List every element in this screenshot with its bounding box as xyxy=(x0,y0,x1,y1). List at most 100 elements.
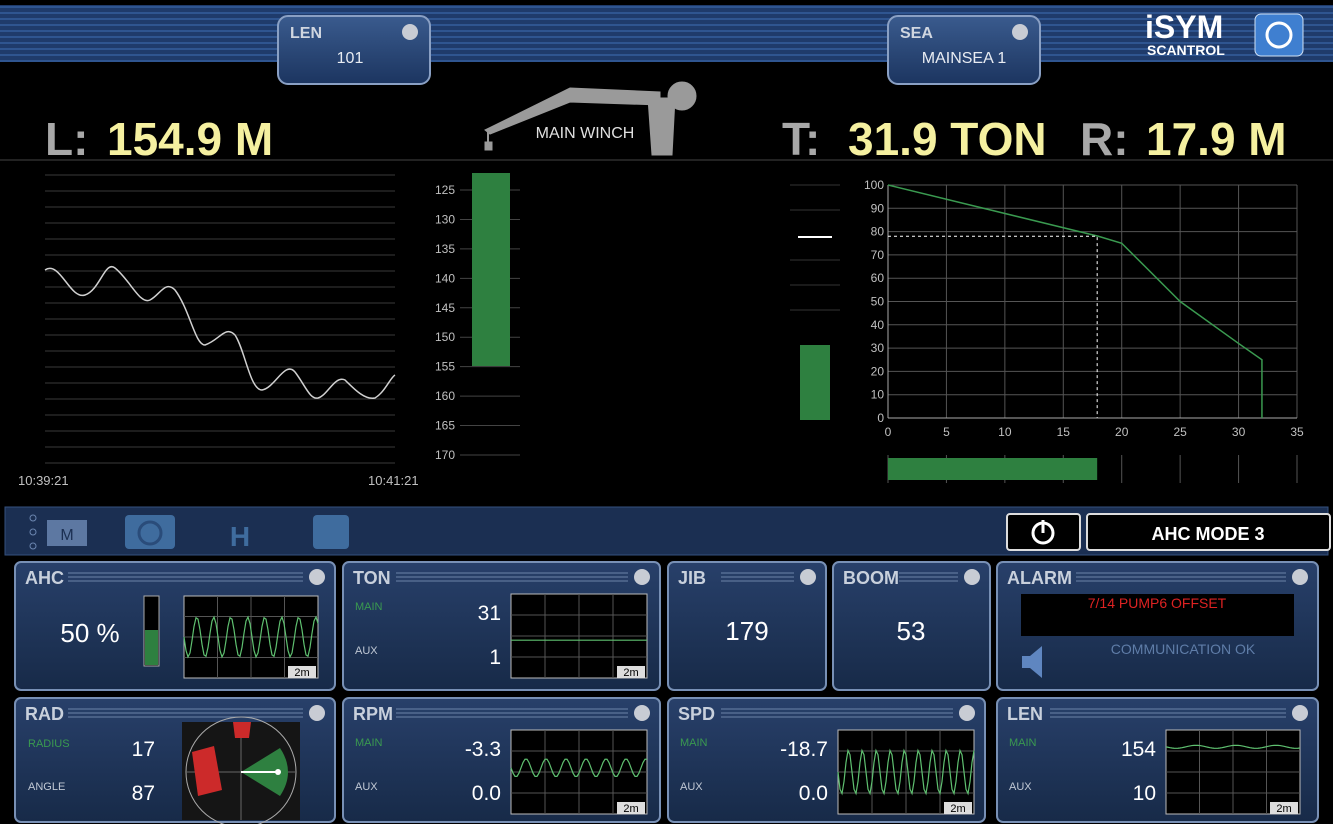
camera-lens xyxy=(137,520,163,546)
panel-title: SPD xyxy=(678,704,715,724)
dropdown-icon[interactable] xyxy=(1012,24,1028,40)
mode-button[interactable] xyxy=(47,520,87,546)
y-tick-label: 60 xyxy=(871,271,885,285)
dropdown-icon[interactable] xyxy=(1292,705,1308,721)
toolbar-dot xyxy=(29,528,37,536)
main-label: MAIN xyxy=(1009,737,1037,749)
panel-title: ALARM xyxy=(1007,568,1072,588)
grid-button[interactable] xyxy=(313,515,349,549)
main-value: 31 xyxy=(478,602,501,625)
logo-brand: iSYM xyxy=(1145,9,1223,45)
jib-value: 179 xyxy=(725,616,768,646)
y-tick-label: 80 xyxy=(871,225,885,239)
dropdown-icon[interactable] xyxy=(800,569,816,585)
sea-selector[interactable]: SEA MAINSEA 1 xyxy=(887,15,1041,85)
aux-value: 10 xyxy=(1133,782,1156,805)
panel-title: JIB xyxy=(678,568,706,588)
y-tick-label: 90 xyxy=(871,201,885,215)
selector-box[interactable] xyxy=(277,15,431,85)
window-label: 2m xyxy=(294,667,309,679)
toolbar-dot xyxy=(29,514,37,522)
dropdown-icon[interactable] xyxy=(964,569,980,585)
main-value: 154 xyxy=(1121,738,1156,761)
h-button[interactable]: H xyxy=(230,521,250,552)
mode-text: AHC MODE 3 xyxy=(1151,524,1264,544)
window-badge xyxy=(944,802,972,814)
dropdown-icon[interactable] xyxy=(309,569,325,585)
x-tick-label: 10 xyxy=(998,425,1012,439)
main-label: MAIN xyxy=(680,737,708,749)
selector-value: MAINSEA 1 xyxy=(922,50,1007,67)
selector-title: LEN xyxy=(290,25,322,42)
main-value: -3.3 xyxy=(465,738,501,761)
len-selector[interactable]: LEN 101 xyxy=(277,15,431,85)
load-chart: 0 10 20 30 40 50 60 70 80 90 100 0 5 10 15 20 25 30 35 xyxy=(864,178,1304,483)
angle-label: ANGLE xyxy=(28,781,65,793)
panel-title: BOOM xyxy=(843,568,899,588)
window-badge xyxy=(1270,802,1298,814)
camera-button[interactable] xyxy=(125,515,175,549)
trend-end: 10:41:21 xyxy=(368,473,419,488)
depth-tick-label: 150 xyxy=(435,330,455,344)
y-tick-label: 100 xyxy=(864,178,884,192)
selector-box[interactable] xyxy=(887,15,1041,85)
dropdown-icon[interactable] xyxy=(634,705,650,721)
y-tick-label: 30 xyxy=(871,341,885,355)
alarm-status: COMMUNICATION OK xyxy=(1111,641,1256,657)
panel-title: TON xyxy=(353,568,391,588)
radius-bar xyxy=(888,458,1098,480)
winch-label: MAIN WINCH xyxy=(536,125,635,142)
depth-tick-label: 160 xyxy=(435,389,455,403)
aux-label: AUX xyxy=(1009,781,1032,793)
rad-red-sector xyxy=(192,746,222,796)
dropdown-icon[interactable] xyxy=(309,705,325,721)
window-label: 2m xyxy=(623,667,638,679)
aux-value: 1 xyxy=(489,646,501,669)
y-tick-label: 0 xyxy=(877,411,884,425)
crane-hook xyxy=(484,141,493,151)
readout-value: 17.9 M xyxy=(1146,113,1287,165)
gauge-bar xyxy=(800,345,830,420)
dropdown-icon[interactable] xyxy=(402,24,418,40)
window-badge xyxy=(617,666,645,678)
y-tick-label: 10 xyxy=(871,388,885,402)
crane-cab xyxy=(667,81,697,111)
panel-title: AHC xyxy=(25,568,64,588)
aux-value: 0.0 xyxy=(472,782,501,805)
selector-title: SEA xyxy=(900,25,933,42)
tension-gauge xyxy=(790,184,840,420)
trend-grid xyxy=(45,174,395,464)
panels: AHC 50 % 2m TON MAIN 31 AUX 1 2m JIB 179 BOOM 53 ALAR… xyxy=(14,561,1319,824)
depth-tick-label: 140 xyxy=(435,271,455,285)
mode-display xyxy=(1086,513,1331,551)
depth-tick-label: 170 xyxy=(435,448,455,462)
dropdown-icon[interactable] xyxy=(1292,569,1308,585)
crane-icon xyxy=(484,81,697,156)
readout-label: R: xyxy=(1080,113,1129,165)
readout-value: 154.9 M xyxy=(107,113,273,165)
x-tick-label: 20 xyxy=(1115,425,1129,439)
trend-line xyxy=(44,265,396,399)
radius-value: 17 xyxy=(132,738,155,761)
x-tick-label: 15 xyxy=(1057,425,1071,439)
ahc-value: 50 % xyxy=(60,618,119,648)
dropdown-icon[interactable] xyxy=(634,569,650,585)
y-tick-label: 50 xyxy=(871,295,885,309)
crane-pedestal xyxy=(647,97,676,156)
depth-tick-label: 165 xyxy=(435,419,455,433)
speaker-icon xyxy=(1022,646,1042,678)
aux-label: AUX xyxy=(355,781,378,793)
main-label: MAIN xyxy=(355,737,383,749)
ahc-level-fill xyxy=(145,630,158,665)
crane-boom xyxy=(484,87,661,135)
toolbar-dot xyxy=(29,542,37,550)
alarm-box xyxy=(1021,594,1294,636)
readout-label: L: xyxy=(45,113,88,165)
depth-bar xyxy=(472,173,510,366)
y-tick-label: 20 xyxy=(871,364,885,378)
rad-dot xyxy=(275,769,281,775)
window-badge xyxy=(288,666,316,678)
depth-tick-label: 125 xyxy=(435,183,455,197)
dropdown-icon[interactable] xyxy=(959,705,975,721)
radius-label: RADIUS xyxy=(28,738,70,750)
